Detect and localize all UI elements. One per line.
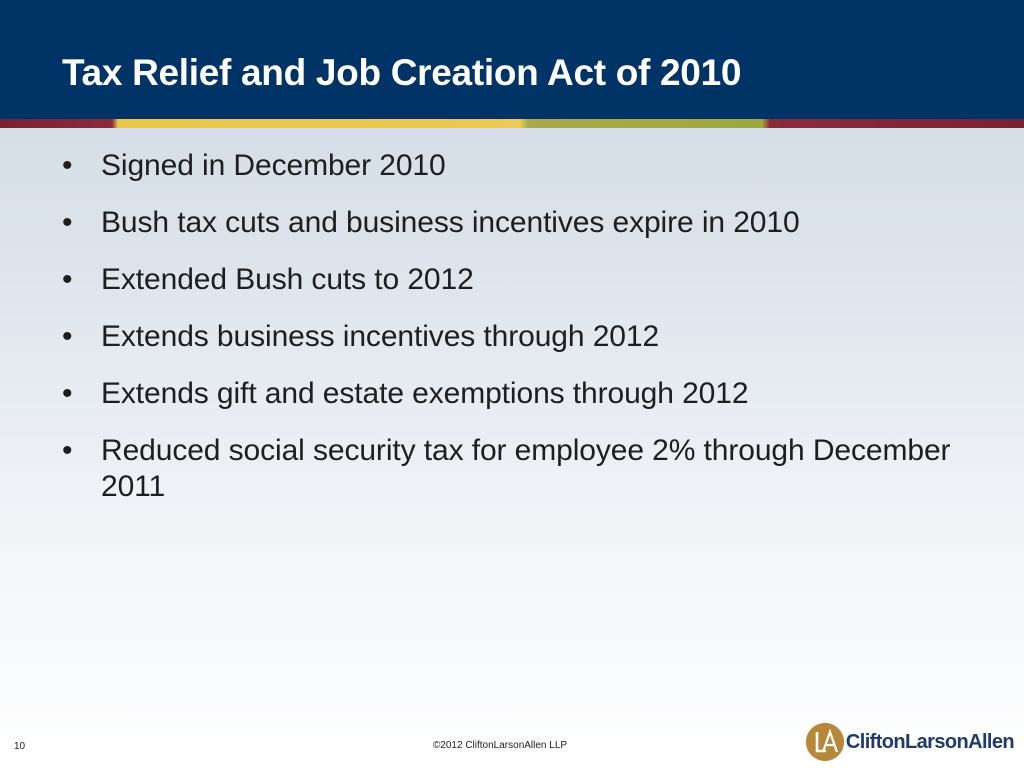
page-number: 10 bbox=[14, 741, 26, 752]
bullet-text: Signed in December 2010 bbox=[101, 149, 446, 182]
bullet-icon: • bbox=[62, 377, 73, 410]
bullet-icon: • bbox=[62, 263, 73, 296]
title-bar: Tax Relief and Job Creation Act of 2010 bbox=[0, 0, 1024, 119]
bullet-icon: • bbox=[62, 206, 73, 239]
bullet-text: Extended Bush cuts to 2012 bbox=[101, 263, 474, 296]
bullet-text: Reduced social security tax for employee… bbox=[101, 434, 951, 503]
bullet-icon: • bbox=[62, 434, 73, 467]
bullet-item: • Reduced social security tax for employ… bbox=[62, 433, 982, 505]
bullet-item: • Signed in December 2010 bbox=[62, 148, 982, 184]
bullet-text: Extends gift and estate exemptions throu… bbox=[101, 377, 749, 410]
bullet-icon: • bbox=[62, 320, 73, 353]
bullet-text: Extends business incentives through 2012 bbox=[101, 320, 660, 353]
bullet-list: • Signed in December 2010 • Bush tax cut… bbox=[62, 140, 982, 505]
bullet-text: Bush tax cuts and business incentives ex… bbox=[101, 206, 800, 239]
bullet-item: • Extended Bush cuts to 2012 bbox=[62, 262, 982, 298]
slide-title: Tax Relief and Job Creation Act of 2010 bbox=[62, 52, 742, 93]
logo-wordmark: CliftonLarsonAllen bbox=[845, 730, 1015, 753]
bullet-icon: • bbox=[62, 149, 73, 182]
cla-logo-icon bbox=[805, 723, 844, 761]
bullet-item: • Extends gift and estate exemptions thr… bbox=[62, 376, 982, 412]
bullet-item: • Extends business incentives through 20… bbox=[62, 319, 982, 355]
copyright-text: ©2012 CliftonLarsonAllen LLP bbox=[432, 740, 568, 751]
bullet-item: • Bush tax cuts and business incentives … bbox=[62, 205, 982, 241]
company-logo: CliftonLarsonAllen bbox=[805, 722, 1015, 762]
accent-stripe bbox=[0, 119, 1024, 128]
